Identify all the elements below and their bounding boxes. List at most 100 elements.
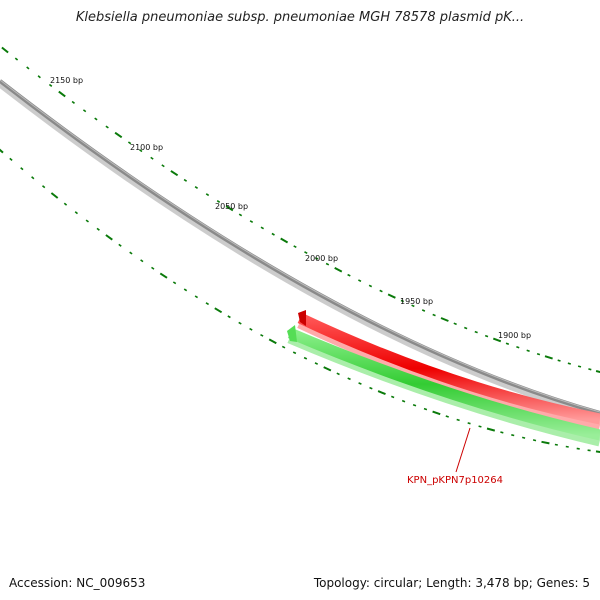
inner-ruler-tick [467, 422, 471, 425]
outer-ruler-tick [492, 337, 502, 343]
outer-ruler-tick [474, 330, 478, 334]
inner-ruler-tick [303, 356, 308, 360]
topology-summary: Topology: circular; Length: 3,478 bp; Ge… [313, 576, 590, 590]
inner-ruler-tick [9, 157, 13, 162]
outer-ruler-tick [114, 131, 123, 139]
inner-ruler-tick [401, 399, 406, 403]
outer-ruler-tick [1, 46, 9, 54]
inner-ruler-tick [511, 434, 515, 437]
inner-ruler-tick [129, 251, 133, 255]
outer-ruler-tick [411, 304, 415, 308]
inner-ruler-tick [486, 427, 496, 432]
inner-ruler-tick [172, 281, 177, 285]
inner-ruler-tick [105, 234, 113, 241]
inner-ruler-tick [140, 259, 144, 263]
inner-ruler-tick [347, 377, 351, 381]
inner-ruler-tick [456, 418, 460, 422]
outer-ruler-tick [484, 334, 489, 338]
inner-ruler-tick [500, 431, 504, 434]
ruler-label-1950: 1950 bp [400, 297, 433, 306]
forward-gene-cap [298, 310, 306, 326]
inner-ruler-tick [576, 447, 580, 450]
inner-ruler-tick [74, 211, 79, 215]
outer-ruler-tick [432, 313, 436, 317]
inner-ruler-tick [369, 386, 373, 390]
inner-ruler-tick [118, 243, 122, 247]
inner-ruler-tick [554, 443, 558, 446]
outer-ruler-tick [194, 186, 199, 189]
backbone-highlight [0, 79, 600, 413]
outer-ruler-tick [127, 141, 132, 145]
inner-ruler-tick [478, 425, 482, 428]
outer-ruler-tick [379, 289, 383, 293]
inner-ruler-tick [159, 272, 168, 279]
inner-ruler-tick [314, 362, 319, 365]
reverse-gene [287, 327, 600, 441]
inner-ruler-tick [50, 192, 59, 199]
accession-text: Accession: NC_009653 [9, 576, 146, 590]
ruler-label-1900: 1900 bp [498, 331, 531, 340]
outer-ruler-tick [567, 362, 572, 365]
inner-ruler-tick [41, 185, 46, 189]
gene-label: KPN_pKPN7p10264 [407, 475, 503, 486]
inner-ruler-tick [0, 148, 4, 154]
inner-ruler-tick [423, 407, 428, 411]
inner-ruler-tick [96, 227, 100, 231]
outer-ruler-tick [37, 75, 41, 79]
outer-ruler-tick [595, 370, 600, 374]
inner-ruler-tick [249, 327, 253, 331]
inner-ruler-tick [183, 288, 188, 292]
inner-ruler-tick [595, 450, 600, 454]
outer-ruler-tick [205, 193, 210, 197]
gene-label-pointer [455, 427, 471, 473]
outer-ruler-tick [150, 156, 154, 160]
outer-ruler-tick [139, 149, 143, 153]
outer-ruler-tick [387, 293, 396, 299]
outer-ruler-tick [453, 322, 457, 326]
inner-ruler-tick [205, 302, 210, 306]
outer-ruler-tick [48, 83, 53, 87]
inner-ruler-tick [238, 321, 242, 325]
outer-ruler-tick [421, 309, 426, 312]
outer-ruler-tick [304, 251, 308, 254]
outer-ruler-tick [516, 346, 520, 349]
inner-ruler-tick [358, 382, 362, 385]
outer-ruler-tick [14, 57, 19, 61]
inner-ruler-tick [281, 345, 286, 349]
inner-ruler-tick [194, 295, 199, 299]
ruler-label-2150: 2150 bp [50, 76, 83, 85]
outer-ruler-tick [557, 359, 561, 362]
outer-ruler-tick [94, 117, 98, 121]
outer-ruler-tick [400, 299, 405, 303]
outer-ruler-tick [505, 342, 510, 345]
inner-ruler-tick [151, 266, 155, 270]
inner-ruler-tick [445, 415, 449, 418]
inner-ruler-tick [292, 351, 297, 355]
outer-ruler-tick [536, 352, 541, 356]
inner-ruler-tick [377, 390, 386, 396]
outer-ruler-tick [314, 256, 319, 260]
outer-ruler-tick [544, 355, 553, 360]
outer-ruler-tick [161, 164, 165, 168]
inner-ruler-tick [227, 315, 231, 319]
outer-ruler-tick [347, 273, 351, 277]
inner-ruler-tick [31, 176, 35, 180]
inner-ruler-tick [541, 440, 550, 445]
ruler-label-2100: 2100 bp [130, 143, 163, 152]
inner-ruler-tick [432, 410, 441, 416]
ruler-label-2000: 2000 bp [305, 254, 338, 263]
outer-ruler-tick [216, 200, 221, 203]
inner-ruler-ticks [0, 148, 600, 454]
inner-ruler-tick [532, 439, 537, 442]
outer-ruler-tick [183, 178, 188, 182]
inner-ruler-tick [85, 219, 89, 223]
outer-ruler-tick [249, 220, 254, 223]
inner-ruler-tick [63, 202, 68, 206]
backbone-shadow [0, 81, 600, 420]
outer-ruler-tick [271, 232, 275, 236]
outer-ruler-tick [71, 100, 75, 104]
outer-ruler-tick [526, 349, 530, 353]
inner-ruler-tick [323, 366, 332, 372]
inner-ruler-tick [391, 395, 395, 399]
